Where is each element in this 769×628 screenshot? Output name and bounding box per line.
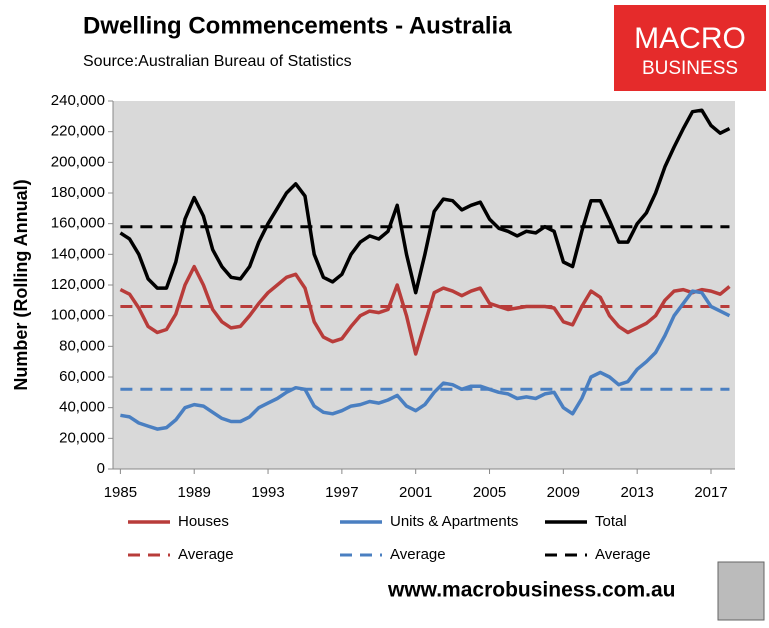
x-tick-label: 2017 [694,484,727,501]
legend-label: Total [595,513,627,530]
y-axis-label: Number (Rolling Annual) [11,179,31,390]
x-tick-label: 1985 [104,484,137,501]
y-tick-label: 100,000 [51,307,105,324]
series-line [120,289,731,431]
wolf-icon [717,561,765,621]
legend-label: Houses [178,513,229,530]
x-tick-label: 1997 [325,484,358,501]
series-line [119,108,731,295]
legend-label: Average [178,546,234,563]
x-tick-label: 1989 [178,484,211,501]
x-tick-label: 2013 [620,484,653,501]
y-tick-label: 240,000 [51,92,105,109]
x-tick-label: 2001 [399,484,432,501]
y-tick-label: 220,000 [51,123,105,140]
footer: www.macrobusiness.com.au [387,579,675,602]
y-tick-label: 200,000 [51,153,105,170]
legend-label: Average [595,546,651,563]
x-tick-label: 1993 [251,484,284,501]
chart-title: Dwelling Commencements - Australia [83,12,512,39]
y-tick-label: 180,000 [51,184,105,201]
y-tick-label: 80,000 [59,337,105,354]
y-tick-label: 40,000 [59,399,105,416]
legend-label: Units & Apartments [390,513,518,530]
chart-subtitle: Source:Australian Bureau of Statistics [83,53,352,70]
x-tick-label: 2009 [547,484,580,501]
plot-background [113,101,735,469]
y-tick-label: 60,000 [59,368,105,385]
logo-text: BUSINESS [642,58,738,79]
y-tick-label: 120,000 [51,276,105,293]
logo-box [614,5,766,91]
series-line [119,264,731,356]
x-tick-label: 2005 [473,484,506,501]
y-tick-label: 20,000 [59,429,105,446]
y-tick-label: 160,000 [51,215,105,232]
y-tick-label: 0 [97,460,105,477]
legend-label: Average [390,546,446,563]
logo-text: MACRO [634,22,746,55]
y-tick-label: 140,000 [51,245,105,262]
